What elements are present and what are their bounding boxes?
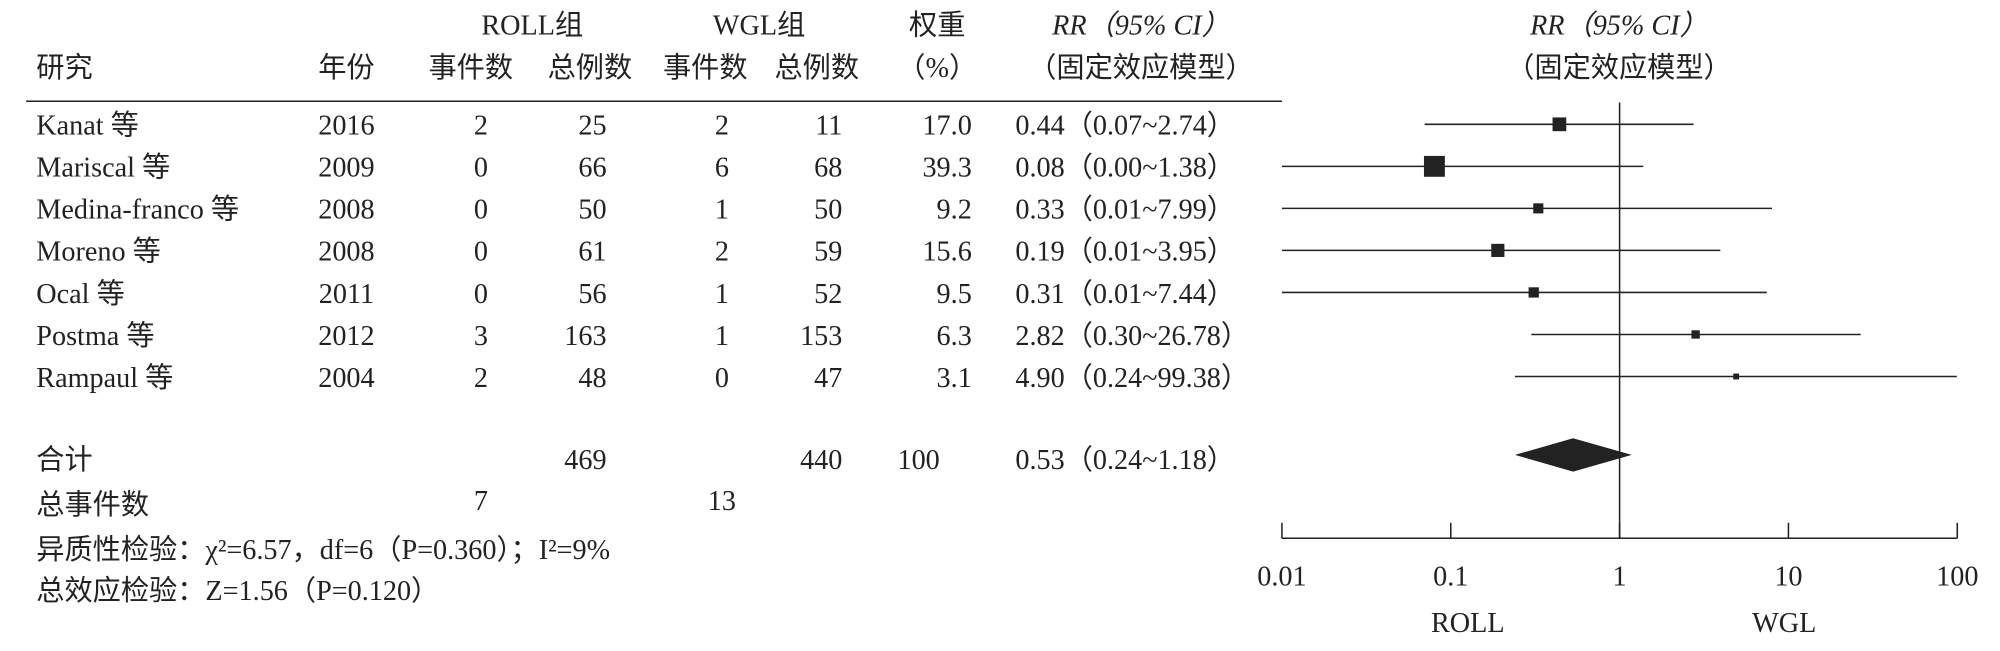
total-label: 合计 bbox=[36, 444, 92, 476]
wgl-events: 1 bbox=[715, 321, 729, 352]
roll-total: 50 bbox=[578, 195, 606, 226]
events-roll: 7 bbox=[474, 486, 488, 517]
effect-box bbox=[1423, 155, 1445, 177]
wgl-total: 153 bbox=[800, 321, 842, 352]
study-name: Mariscal 等 bbox=[36, 152, 170, 184]
favors-left: ROLL bbox=[1431, 608, 1505, 639]
wgl-total: 68 bbox=[814, 153, 842, 184]
plot-title: RR（95% CI） bbox=[1529, 10, 1708, 42]
roll-events: 0 bbox=[474, 153, 488, 184]
header-total: 总例数 bbox=[548, 52, 633, 84]
plot-model: （固定效应模型） bbox=[1506, 52, 1732, 84]
roll-events: 0 bbox=[474, 237, 488, 268]
wgl-events: 2 bbox=[715, 111, 729, 142]
wgl-events: 6 bbox=[715, 153, 729, 184]
year: 2004 bbox=[318, 363, 374, 394]
roll-events: 3 bbox=[474, 321, 488, 352]
wgl-total: 50 bbox=[814, 195, 842, 226]
effect-box bbox=[1691, 330, 1700, 339]
wgl-events: 2 bbox=[715, 237, 729, 268]
wgl-events: 1 bbox=[715, 279, 729, 310]
rr-ci: 0.19（0.01~3.95） bbox=[1015, 236, 1235, 268]
weight: 6.3 bbox=[937, 321, 972, 352]
effect-box bbox=[1733, 373, 1740, 380]
year: 2012 bbox=[318, 321, 374, 352]
effect-box bbox=[1552, 117, 1567, 132]
header-events: 事件数 bbox=[663, 52, 748, 84]
study-name: Ocal 等 bbox=[36, 278, 124, 310]
study-name: Moreno 等 bbox=[36, 236, 160, 268]
weight: 9.2 bbox=[937, 195, 972, 226]
roll-events: 0 bbox=[474, 279, 488, 310]
x-tick-label: 100 bbox=[1936, 562, 1978, 593]
total-weight: 100 bbox=[897, 445, 939, 476]
effect-box bbox=[1491, 243, 1505, 257]
roll-total: 163 bbox=[564, 321, 606, 352]
roll-total: 66 bbox=[578, 153, 606, 184]
weight: 39.3 bbox=[922, 153, 971, 184]
roll-total: 56 bbox=[578, 279, 606, 310]
study-name: Kanat 等 bbox=[36, 110, 139, 142]
header-roll: ROLL组 bbox=[481, 10, 583, 42]
header-model: （固定效应模型） bbox=[1028, 52, 1254, 84]
roll-total: 48 bbox=[578, 363, 606, 394]
rr-ci: 4.90（0.24~99.38） bbox=[1015, 362, 1249, 394]
x-tick-label: 0.1 bbox=[1433, 562, 1468, 593]
roll-total: 25 bbox=[578, 111, 606, 142]
rr-ci: 0.31（0.01~7.44） bbox=[1015, 278, 1235, 310]
heterogeneity: 异质性检验：χ²=6.57，df=6（P=0.360）；I²=9% bbox=[36, 534, 610, 566]
events-label: 总事件数 bbox=[36, 489, 149, 521]
total-wgl: 440 bbox=[800, 445, 842, 476]
study-name: Postma 等 bbox=[36, 320, 154, 352]
favors-right: WGL bbox=[1752, 608, 1816, 639]
total-roll: 469 bbox=[564, 445, 606, 476]
header-weight: 权重 bbox=[909, 10, 965, 42]
header-events: 事件数 bbox=[428, 52, 513, 84]
study-name: Rampaul 等 bbox=[36, 362, 173, 394]
header-weight-unit: （%） bbox=[897, 52, 977, 84]
wgl-total: 47 bbox=[814, 363, 842, 394]
effect-box bbox=[1533, 203, 1544, 214]
total-rr: 0.53（0.24~1.18） bbox=[1015, 444, 1235, 476]
weight: 3.1 bbox=[937, 363, 972, 394]
header-year: 年份 bbox=[318, 52, 374, 84]
wgl-total: 52 bbox=[814, 279, 842, 310]
wgl-events: 1 bbox=[715, 195, 729, 226]
header-total: 总例数 bbox=[774, 52, 859, 84]
roll-events: 2 bbox=[474, 111, 488, 142]
year: 2008 bbox=[318, 195, 374, 226]
x-tick-label: 0.01 bbox=[1257, 562, 1306, 593]
year: 2016 bbox=[318, 111, 374, 142]
weight: 17.0 bbox=[922, 111, 971, 142]
roll-events: 0 bbox=[474, 195, 488, 226]
roll-total: 61 bbox=[578, 237, 606, 268]
x-tick-label: 1 bbox=[1613, 562, 1627, 593]
x-tick-label: 10 bbox=[1774, 562, 1802, 593]
events-wgl: 13 bbox=[708, 486, 736, 517]
effect-box bbox=[1528, 287, 1539, 298]
weight: 9.5 bbox=[937, 279, 972, 310]
wgl-total: 59 bbox=[814, 237, 842, 268]
header-study: 研究 bbox=[36, 52, 92, 84]
rr-ci: 0.08（0.00~1.38） bbox=[1015, 152, 1235, 184]
rr-ci: 0.33（0.01~7.99） bbox=[1015, 194, 1235, 226]
roll-events: 2 bbox=[474, 363, 488, 394]
rr-ci: 0.44（0.07~2.74） bbox=[1015, 110, 1235, 142]
weight: 15.6 bbox=[922, 237, 971, 268]
year: 2011 bbox=[319, 279, 374, 310]
study-name: Medina-franco 等 bbox=[36, 194, 239, 226]
overall-effect: 总效应检验：Z=1.56（P=0.120） bbox=[36, 575, 439, 607]
summary-diamond bbox=[1514, 438, 1632, 472]
wgl-total: 11 bbox=[815, 111, 842, 142]
header-wgl: WGL组 bbox=[713, 10, 805, 42]
year: 2009 bbox=[318, 153, 374, 184]
header-rr: RR（95% CI） bbox=[1051, 10, 1230, 42]
rr-ci: 2.82（0.30~26.78） bbox=[1015, 320, 1249, 352]
wgl-events: 0 bbox=[715, 363, 729, 394]
year: 2008 bbox=[318, 237, 374, 268]
